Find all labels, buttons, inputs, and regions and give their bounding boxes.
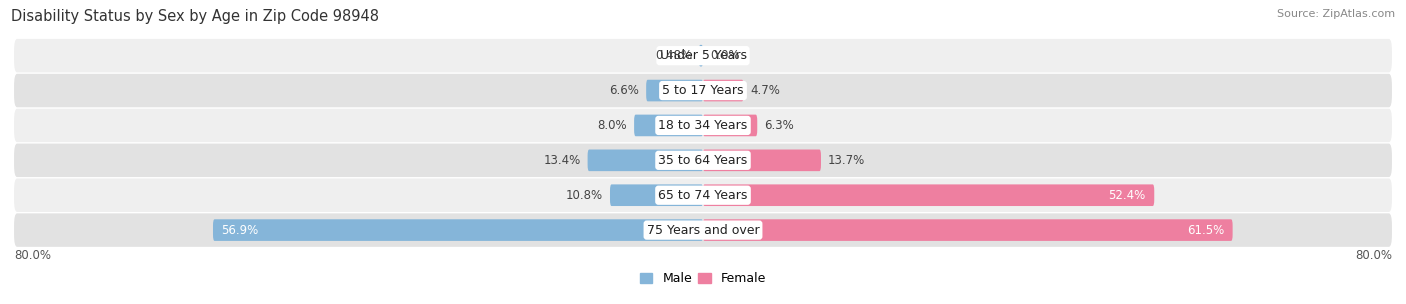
Text: 0.0%: 0.0% [710, 49, 740, 62]
FancyBboxPatch shape [634, 115, 703, 136]
Text: Disability Status by Sex by Age in Zip Code 98948: Disability Status by Sex by Age in Zip C… [11, 9, 380, 24]
FancyBboxPatch shape [212, 219, 703, 241]
FancyBboxPatch shape [647, 80, 703, 101]
Legend: Male, Female: Male, Female [636, 267, 770, 290]
Text: Source: ZipAtlas.com: Source: ZipAtlas.com [1277, 9, 1395, 19]
Text: 80.0%: 80.0% [14, 249, 51, 262]
FancyBboxPatch shape [703, 185, 1154, 206]
Text: 8.0%: 8.0% [598, 119, 627, 132]
Text: 18 to 34 Years: 18 to 34 Years [658, 119, 748, 132]
FancyBboxPatch shape [14, 109, 1392, 142]
Text: 6.6%: 6.6% [609, 84, 640, 97]
Text: 6.3%: 6.3% [763, 119, 794, 132]
Text: 75 Years and over: 75 Years and over [647, 224, 759, 237]
Text: 0.48%: 0.48% [655, 49, 692, 62]
Text: 13.4%: 13.4% [544, 154, 581, 167]
FancyBboxPatch shape [14, 74, 1392, 107]
FancyBboxPatch shape [14, 39, 1392, 72]
Text: 10.8%: 10.8% [567, 189, 603, 202]
FancyBboxPatch shape [14, 178, 1392, 212]
Text: 35 to 64 Years: 35 to 64 Years [658, 154, 748, 167]
FancyBboxPatch shape [588, 150, 703, 171]
FancyBboxPatch shape [610, 185, 703, 206]
Text: 13.7%: 13.7% [828, 154, 865, 167]
FancyBboxPatch shape [14, 143, 1392, 177]
Text: 4.7%: 4.7% [751, 84, 780, 97]
Text: 52.4%: 52.4% [1108, 189, 1146, 202]
FancyBboxPatch shape [703, 150, 821, 171]
Text: 61.5%: 61.5% [1187, 224, 1225, 237]
FancyBboxPatch shape [703, 80, 744, 101]
Text: 65 to 74 Years: 65 to 74 Years [658, 189, 748, 202]
Text: 80.0%: 80.0% [1355, 249, 1392, 262]
Text: 5 to 17 Years: 5 to 17 Years [662, 84, 744, 97]
FancyBboxPatch shape [14, 213, 1392, 247]
Text: Under 5 Years: Under 5 Years [659, 49, 747, 62]
Text: 56.9%: 56.9% [222, 224, 259, 237]
FancyBboxPatch shape [703, 115, 758, 136]
FancyBboxPatch shape [699, 45, 703, 67]
FancyBboxPatch shape [703, 219, 1233, 241]
